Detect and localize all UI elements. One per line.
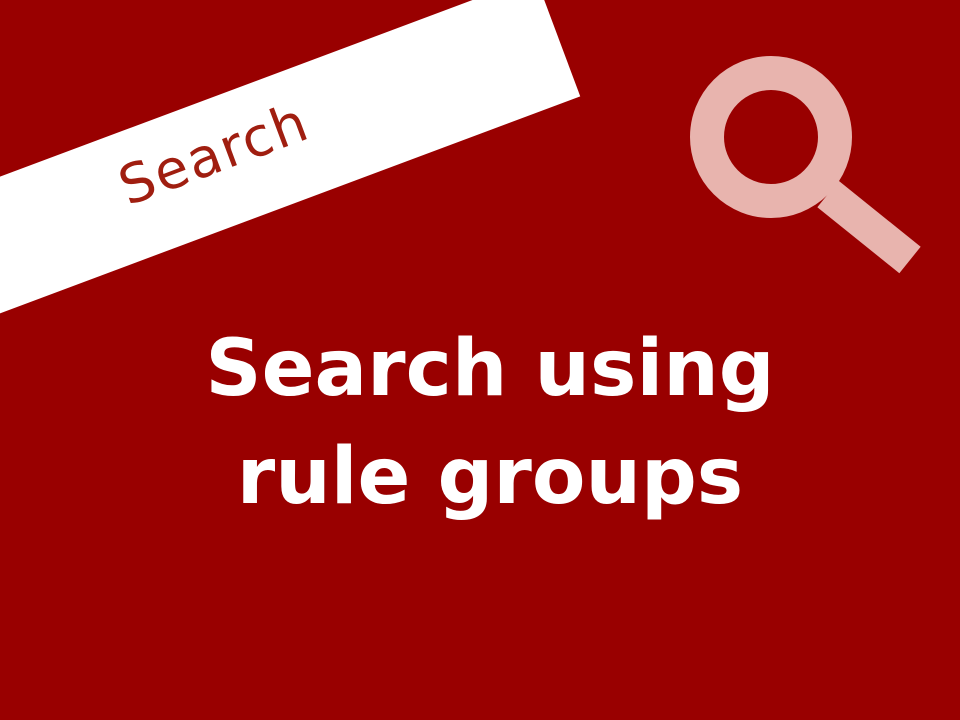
slide-title-line-2: rule groups: [236, 432, 744, 522]
section-banner: [0, 0, 581, 342]
slide-title: Search using rule groups: [150, 315, 830, 531]
slide-title-line-1: Search using: [205, 324, 775, 414]
magnifier-icon: [688, 52, 928, 276]
